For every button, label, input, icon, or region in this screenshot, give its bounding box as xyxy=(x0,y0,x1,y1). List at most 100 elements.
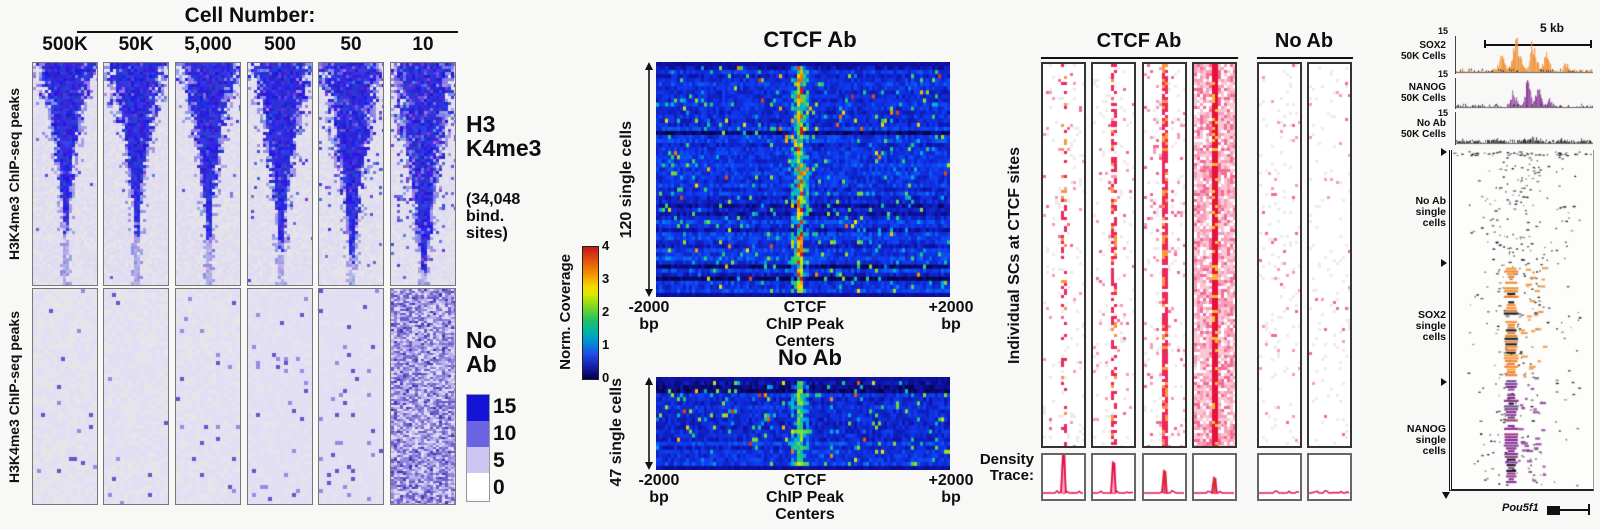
scale-bar-label: 5 kb xyxy=(1540,21,1565,35)
single-cell-track-area xyxy=(1449,150,1594,491)
track2-ymax: 15 xyxy=(1437,69,1448,79)
heatmap-noab-47-cells xyxy=(656,377,950,470)
noab-label: No Ab xyxy=(466,327,497,378)
bottom-ylabel-47-cells: 47 single cells xyxy=(608,377,625,487)
column-label-500k: 500K xyxy=(42,34,88,55)
bottom-ylabel-wrap: 47 single cells xyxy=(606,368,628,496)
top-ylabel-wrap: 120 single cells xyxy=(616,70,638,290)
jet-tick-0: 0 xyxy=(602,370,610,385)
sc-group-ctcf-title: CTCF Ab xyxy=(1096,30,1182,52)
heatmap-noab-50k xyxy=(103,288,169,505)
sc-lane-noab-1 xyxy=(1257,62,1302,448)
jet-tick-1: 1 xyxy=(602,337,610,352)
panel1-title: Cell Number: xyxy=(184,4,316,27)
sc-lane-ctcf-2 xyxy=(1091,62,1136,448)
track3-name: No Ab 50K Cells xyxy=(1400,118,1446,140)
section-marker-icon xyxy=(1441,378,1447,386)
sc-panel-ylabel: Individual SCs at CTCF sites xyxy=(1006,146,1023,364)
ctcf-ab-title: CTCF Ab xyxy=(763,27,857,52)
colorbar-tick-5: 5 xyxy=(493,449,505,472)
track1-ymax: 15 xyxy=(1437,26,1448,36)
bottom-yaxis-arrow xyxy=(645,377,653,470)
density-trace-ctcf-3 xyxy=(1142,453,1187,501)
jet-tick-3: 3 xyxy=(602,271,610,286)
track2-name: NANOG 50K Cells xyxy=(1400,82,1446,104)
density-trace-ctcf-2 xyxy=(1091,453,1136,501)
track3-ymax: 15 xyxy=(1437,108,1448,118)
column-label-500: 500 xyxy=(264,34,296,55)
binding-sites-label: (34,048 bind. sites) xyxy=(466,191,521,242)
track1-name: SOX2 50K Cells xyxy=(1400,40,1446,62)
blue-colorbar xyxy=(466,394,490,502)
column-label-5000: 5,000 xyxy=(184,34,232,55)
heatmap-ctcf-ab-120-cells xyxy=(656,62,950,297)
track-noab-50k xyxy=(1455,112,1593,145)
jet-tick-4: 4 xyxy=(602,238,610,253)
top-xaxis-center: CTCF ChIP Peak Centers xyxy=(766,299,844,350)
colorbar-block-0 xyxy=(467,473,489,499)
jet-tick-2: 2 xyxy=(602,304,610,319)
noab-heatmap-title: No Ab xyxy=(778,345,842,370)
sc-lane-noab-2 xyxy=(1307,62,1352,448)
density-trace-ctcf-4 xyxy=(1192,453,1237,501)
jet-colorbar xyxy=(582,246,599,380)
sc-section1-name: No Ab single cells xyxy=(1415,195,1446,230)
column-label-10: 10 xyxy=(412,34,434,55)
heatmap-noab-50 xyxy=(318,288,384,505)
ctcf-group-underline xyxy=(1041,57,1238,59)
end-arrow-icon xyxy=(1442,492,1450,499)
density-trace-label: Density Trace: xyxy=(979,451,1034,484)
density-trace-noab-2 xyxy=(1307,453,1352,501)
norm-coverage-label-wrap: Norm. Coverage xyxy=(556,242,574,382)
heatmap-noab-5000 xyxy=(175,288,241,505)
row1-ylabel: H3K4me3 ChIP-seq peaks xyxy=(6,88,22,260)
column-label-50: 50 xyxy=(340,34,362,55)
colorbar-tick-10: 10 xyxy=(493,422,517,445)
colorbar-block-15 xyxy=(467,395,489,421)
sc-panel-ylabel-wrap: Individual SCs at CTCF sites xyxy=(1003,62,1027,448)
section-marker-icon xyxy=(1441,259,1447,267)
section-marker-icon xyxy=(1441,148,1447,156)
density-trace-ctcf-1 xyxy=(1041,453,1086,501)
density-trace-noab-1 xyxy=(1257,453,1302,501)
gene-name: Pou5f1 xyxy=(1502,502,1539,514)
gene-end-tick xyxy=(1588,504,1590,515)
row2-ylabel-wrap: H3K4me3 ChIP-seq peaks xyxy=(2,288,26,505)
gene-exon-box xyxy=(1547,506,1560,515)
sc-section3-name: NANOG single cells xyxy=(1406,423,1446,458)
top-xaxis-left: -2000 bp xyxy=(628,299,670,333)
top-yaxis-arrow xyxy=(645,62,653,297)
heatmap-h3k4me3-500k xyxy=(32,62,98,286)
bottom-xaxis-center: CTCF ChIP Peak Centers xyxy=(766,472,844,523)
track-sox2-50k xyxy=(1455,36,1593,74)
gene-body-line xyxy=(1560,509,1589,511)
antibody-label: H3 K4me3 xyxy=(466,111,542,162)
heatmap-h3k4me3-5000 xyxy=(175,62,241,286)
colorbar-block-10 xyxy=(467,421,489,447)
heatmap-noab-500k xyxy=(32,288,98,505)
top-ylabel-120-cells: 120 single cells xyxy=(618,121,635,239)
sc-group-noab-title: No Ab xyxy=(1274,30,1334,52)
norm-coverage-label: Norm. Coverage xyxy=(556,254,574,370)
heatmap-h3k4me3-50 xyxy=(318,62,384,286)
heatmap-noab-500 xyxy=(247,288,313,505)
sc-lane-ctcf-3 xyxy=(1142,62,1187,448)
sc-lane-ctcf-1 xyxy=(1041,62,1086,448)
colorbar-tick-15: 15 xyxy=(493,395,517,418)
heatmap-noab-10 xyxy=(390,288,456,505)
row1-ylabel-wrap: H3K4me3 ChIP-seq peaks xyxy=(2,62,26,286)
track-nanog-50k xyxy=(1455,78,1593,109)
column-label-50k: 50K xyxy=(118,34,154,55)
heatmap-h3k4me3-500 xyxy=(247,62,313,286)
noab-group-underline xyxy=(1257,57,1353,59)
heatmap-h3k4me3-50k xyxy=(103,62,169,286)
top-xaxis-right: +2000 bp xyxy=(928,299,974,333)
row2-ylabel: H3K4me3 ChIP-seq peaks xyxy=(6,310,22,483)
bottom-xaxis-right: +2000 bp xyxy=(928,472,974,506)
heatmap-h3k4me3-10 xyxy=(390,62,456,286)
colorbar-tick-0: 0 xyxy=(493,476,505,499)
sc-section2-name: SOX2 single cells xyxy=(1415,309,1446,344)
panel1-title-underline xyxy=(77,31,458,33)
colorbar-block-5 xyxy=(467,447,489,473)
